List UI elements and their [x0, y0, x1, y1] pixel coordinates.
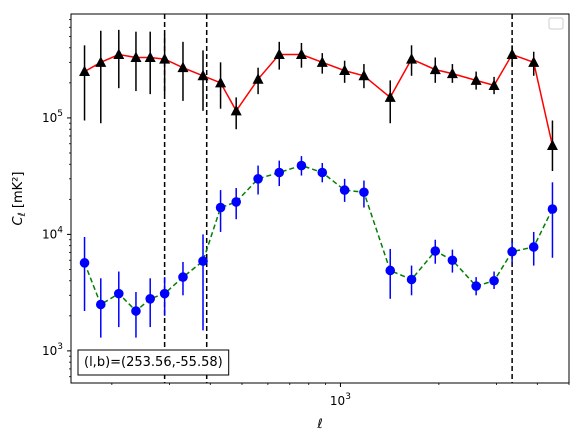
data-point: [547, 204, 558, 214]
data-point: [113, 48, 125, 60]
data-point: [95, 299, 106, 310]
data-point: [359, 187, 369, 198]
data-point: [296, 160, 307, 171]
data-point: [252, 73, 264, 84]
plot-frame: [70, 13, 570, 384]
data-point: [178, 272, 188, 282]
data-point: [358, 69, 370, 81]
data-point: [177, 61, 189, 73]
data-point: [231, 197, 241, 207]
x-tick-label: 103: [330, 392, 351, 408]
data-point: [528, 242, 539, 252]
data-point: [159, 288, 170, 299]
data-point: [79, 258, 90, 268]
legend: [548, 17, 564, 30]
data-point: [130, 51, 142, 63]
data-point: [317, 167, 328, 178]
data-point: [429, 63, 441, 75]
data-point: [113, 288, 124, 299]
data-point: [384, 91, 396, 102]
annotation-frame: [77, 349, 230, 376]
legend-frame: [548, 17, 564, 30]
data-point: [159, 53, 171, 64]
y-tick-label: 103: [42, 342, 63, 358]
data-point: [198, 256, 208, 266]
data-point: [339, 64, 351, 76]
series-1: [79, 29, 558, 172]
data-point: [507, 246, 517, 257]
data-point: [273, 48, 285, 60]
x-axis-label: ℓ: [316, 417, 322, 432]
data-point: [528, 56, 540, 67]
axis-ticks: 103 103 104 105: [42, 19, 570, 408]
data-point: [253, 174, 263, 184]
data-point: [430, 246, 441, 256]
data-point: [215, 76, 227, 88]
data-point: [339, 185, 350, 195]
data-point: [215, 202, 226, 213]
data-point: [230, 104, 242, 116]
data-point: [385, 265, 396, 276]
data-point: [447, 255, 458, 266]
data-point: [406, 274, 417, 285]
data-point: [546, 139, 558, 150]
data-point: [274, 167, 285, 178]
data-point: [506, 48, 518, 60]
data-point: [79, 65, 91, 77]
series-2: [79, 156, 558, 338]
vertical-markers: [163, 14, 513, 383]
data-point: [145, 293, 156, 304]
annotation-box: (l,b)=(253.56,-55.58): [77, 349, 230, 376]
series-layer: [79, 29, 558, 338]
y-axis-label: Cℓ [mK²]: [11, 172, 28, 226]
data-point: [316, 56, 328, 67]
data-point: [406, 53, 418, 64]
data-point: [197, 69, 209, 81]
data-point: [488, 79, 500, 90]
y-tick-label: 104: [42, 225, 63, 241]
data-point: [95, 56, 107, 67]
data-point: [489, 275, 499, 286]
data-point: [471, 281, 481, 291]
series-line: [83, 164, 554, 313]
data-point: [446, 67, 458, 79]
data-point: [295, 48, 307, 60]
data-point: [144, 51, 156, 63]
series-line: [84, 53, 554, 146]
data-point: [470, 74, 482, 85]
annotation-text: (l,b)=(253.56,-55.58): [84, 355, 223, 370]
y-tick-label: 105: [42, 109, 63, 125]
data-point: [131, 306, 141, 316]
